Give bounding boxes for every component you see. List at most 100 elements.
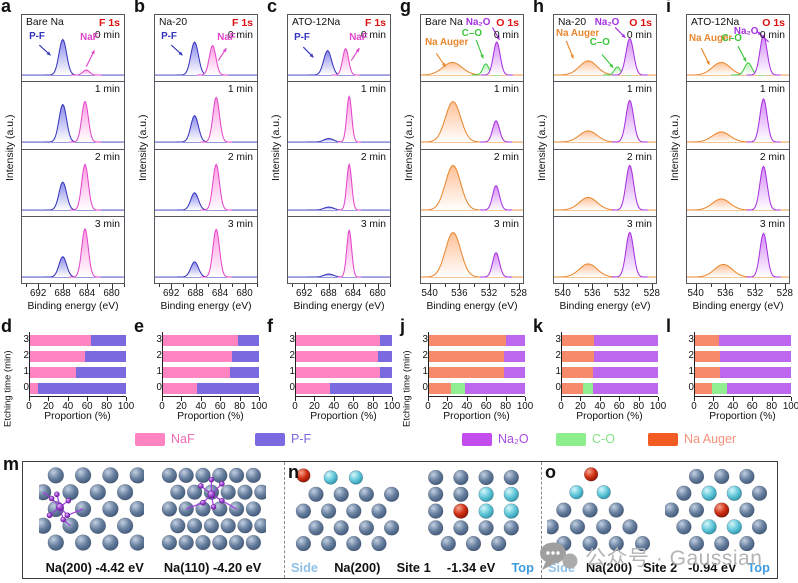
axis-tick: [694, 397, 695, 401]
sample-label: ATO-12Na: [292, 17, 341, 28]
bar-chart-side: [133, 332, 153, 422]
bar-segment-auger: [562, 366, 593, 378]
spectrum-subpanel: 0 min Na-20 F 1s P-F NaF: [155, 15, 257, 83]
bar-segment-auger: [695, 334, 719, 346]
bar-segment-naf: [163, 366, 231, 378]
atom-na: [428, 486, 444, 502]
stacked-bar: [163, 382, 259, 394]
x-axis: 0 20 40 60 80 100: [26, 397, 134, 412]
bar-segment-auger: [695, 366, 720, 378]
side-label: Side: [548, 560, 576, 575]
axis-tick: [392, 397, 393, 401]
peak-annotation: Na Auger: [556, 27, 600, 39]
peak-annotation: Na Auger: [425, 36, 469, 48]
atom-na: [453, 520, 469, 536]
spectrum-subpanel: 3 min: [687, 217, 789, 283]
tick-label: 540: [687, 288, 704, 299]
time-label: 1 min: [759, 84, 785, 96]
atom-na: [245, 467, 262, 484]
atom-na: [186, 518, 203, 534]
bar-row: [562, 332, 658, 348]
tick-label: 100: [383, 400, 401, 412]
peak-annotation: Na₂O: [733, 25, 759, 37]
axis-tick: [38, 284, 40, 289]
tick-label: 60: [347, 400, 359, 412]
adsorption-energy-caption: Na(110) -4.20 eV: [163, 560, 262, 575]
time-label: 0 min: [94, 30, 120, 41]
tick-label: 684: [344, 288, 362, 299]
x-axis-label: Proportion (%): [709, 411, 776, 422]
atom-na: [739, 468, 755, 485]
bar-segment-na2o: [592, 382, 658, 394]
tick-label: 0: [26, 400, 32, 412]
panel-letter: a: [1, 0, 12, 16]
x-axis: 692 688 684 680: [21, 284, 125, 300]
atom-na: [89, 517, 106, 534]
atom-na: [245, 534, 262, 551]
bar-segment-pf: [379, 366, 392, 378]
atom-na: [89, 484, 106, 501]
tick-label: 80: [234, 400, 246, 412]
bar-chart-k: k 3 2 1 0 0 20 40 60 80 100 Proportion (%): [532, 316, 666, 422]
atom-cyan: [596, 485, 611, 500]
time-label: 3 min: [227, 218, 253, 230]
bar-segment-naf: [30, 382, 38, 394]
caption-text: -0.94 eV: [688, 560, 737, 575]
spectrum-subpanel: 3 min: [155, 217, 257, 283]
axis-tick: [525, 397, 526, 401]
stacked-bar: [296, 350, 392, 362]
x-axis: 692 688 684 680: [154, 284, 258, 300]
atom-na: [195, 467, 211, 484]
core-level-label: O 1s: [762, 17, 785, 29]
spectrum-curves: [421, 164, 523, 211]
panel-letter: m: [3, 454, 20, 474]
atom-na: [596, 519, 612, 535]
time-label: 3 min: [626, 218, 652, 230]
stacked-bar: [296, 334, 392, 346]
axis-tick: [74, 284, 76, 287]
tick-label: 532: [746, 288, 764, 299]
core-level-label: F 1s: [98, 17, 120, 29]
y-tick-label: 3: [422, 334, 428, 345]
bar-row: [30, 380, 126, 396]
bar-chart-main: 0 20 40 60 80 100 Proportion (%): [425, 332, 533, 422]
atom-na: [102, 467, 119, 484]
y-axis-label: Intensity (a.u.): [270, 114, 282, 182]
atom-na: [676, 485, 692, 501]
atom-cyan: [726, 519, 742, 535]
axis-tick: [474, 284, 476, 287]
atom-na: [383, 520, 400, 536]
axis-tick: [87, 397, 89, 401]
y-tick-labels: 3 2 1 0: [419, 332, 428, 422]
bar-chart-side: [266, 332, 286, 422]
atom-na: [39, 517, 52, 534]
atom-na: [186, 484, 203, 500]
y-tick-label: 3: [688, 334, 694, 345]
axis-tick: [25, 284, 27, 287]
spectrum-stack: 0 min Bare Na O 1s Na₂O C–O Na Auger 1 min 2 mi…: [420, 14, 524, 284]
y-tick-label: 3: [555, 334, 561, 345]
axis-tick: [304, 284, 306, 289]
bar-plot: [561, 332, 658, 397]
tick-label: 540: [554, 288, 571, 299]
atom-na: [161, 501, 178, 517]
atom-na: [608, 536, 624, 551]
spectrum-curves: [687, 31, 789, 76]
spectrum-curves: [155, 228, 257, 278]
tick-label: 692: [295, 288, 313, 299]
y-tick-label: 0: [289, 382, 295, 393]
axis-tick: [505, 397, 507, 401]
time-label: 2 min: [759, 151, 785, 163]
y-tick-label: 3: [156, 334, 162, 345]
spectrum-subpanel: 0 min ATO-12Na F 1s P-F NaF: [288, 15, 390, 83]
x-axis: 0 20 40 60 80 100: [292, 397, 400, 412]
tick-label: 60: [81, 400, 93, 412]
bar-segment-auger: [695, 382, 713, 394]
axis-tick: [353, 397, 355, 401]
atom-na: [688, 502, 705, 518]
atom-na: [478, 469, 494, 486]
tick-label: 684: [78, 288, 96, 299]
axis-tick: [171, 284, 173, 289]
peak-annotation: NaF: [349, 32, 368, 44]
stacked-bar: [163, 334, 259, 346]
